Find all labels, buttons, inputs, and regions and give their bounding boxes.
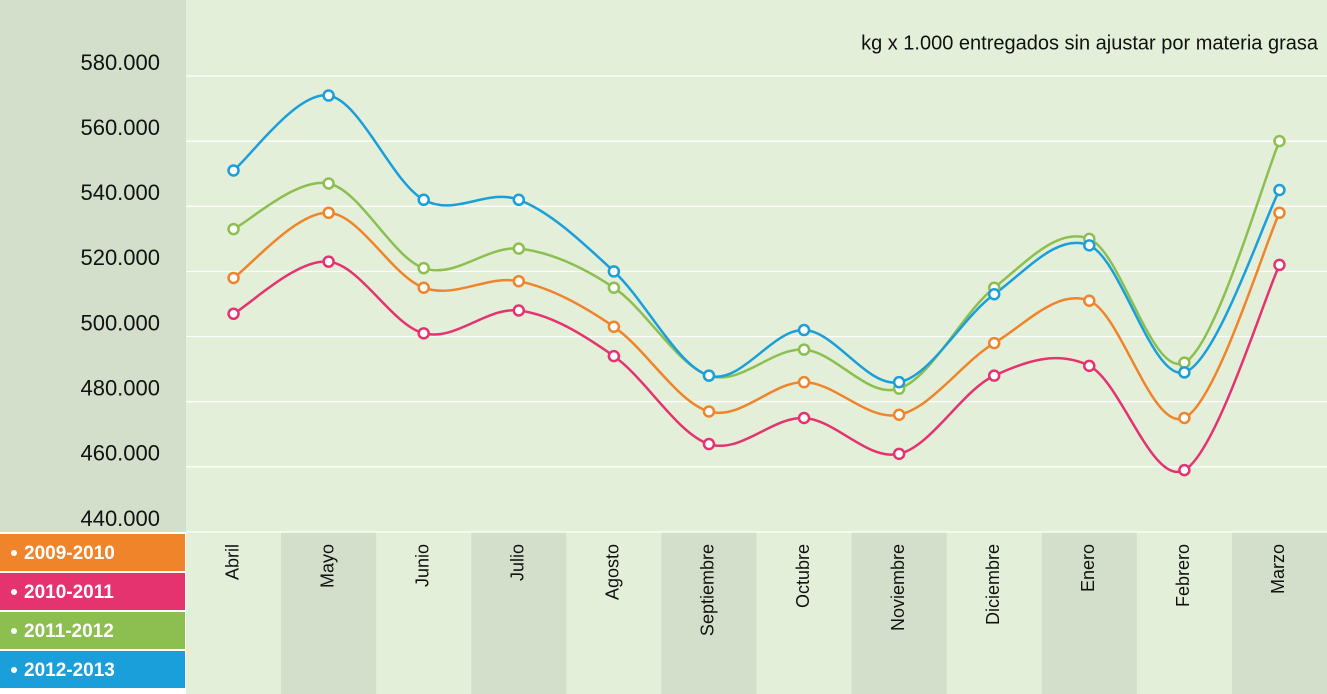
data-point bbox=[892, 408, 906, 421]
data-point bbox=[702, 405, 716, 418]
chart-title: kg x 1.000 entregados sin ajustar por ma… bbox=[861, 32, 1319, 54]
data-point bbox=[512, 304, 526, 317]
data-point bbox=[607, 349, 621, 363]
data-point bbox=[1083, 239, 1096, 252]
y-tick-label: 440.000 bbox=[80, 506, 160, 531]
data-point bbox=[797, 375, 811, 389]
x-tick-label: Diciembre bbox=[983, 544, 1003, 625]
legend-swatch bbox=[0, 534, 185, 571]
legend-swatch bbox=[0, 651, 185, 688]
y-tick-label: 560.000 bbox=[80, 115, 160, 140]
legend-bullet bbox=[11, 589, 17, 595]
x-tick-label: Junio bbox=[412, 544, 432, 587]
x-tick-label: Mayo bbox=[317, 544, 337, 588]
data-point bbox=[227, 222, 240, 236]
data-point bbox=[987, 287, 1001, 301]
x-tick-label: Julio bbox=[508, 544, 528, 581]
data-point bbox=[607, 281, 621, 294]
x-tick-label: Marzo bbox=[1268, 544, 1288, 594]
legend-label: 2009-2010 bbox=[24, 543, 115, 564]
legend-label: 2012-2013 bbox=[24, 660, 115, 681]
data-point bbox=[797, 323, 811, 337]
data-point bbox=[512, 274, 526, 288]
data-point bbox=[512, 242, 526, 255]
data-point bbox=[417, 261, 430, 275]
data-point bbox=[607, 320, 621, 334]
data-point bbox=[797, 343, 811, 356]
y-tick-label: 580.000 bbox=[80, 50, 160, 75]
data-point bbox=[512, 193, 526, 207]
x-tick-label: Abril bbox=[222, 544, 242, 580]
y-tick-label: 540.000 bbox=[80, 180, 160, 205]
axis-panel bbox=[0, 0, 186, 532]
data-point bbox=[1178, 463, 1191, 477]
x-tick-label: Noviembre bbox=[888, 544, 908, 631]
y-tick-label: 460.000 bbox=[80, 441, 160, 466]
data-point bbox=[227, 164, 240, 177]
data-point bbox=[417, 281, 430, 294]
data-point bbox=[1178, 356, 1191, 369]
data-point bbox=[322, 89, 335, 102]
data-point bbox=[322, 255, 335, 268]
data-point bbox=[1083, 359, 1096, 373]
data-point bbox=[702, 437, 716, 451]
data-point bbox=[1273, 206, 1286, 220]
category-band bbox=[1041, 532, 1137, 694]
category-band bbox=[1231, 532, 1327, 694]
data-point bbox=[797, 411, 811, 425]
y-tick-label: 480.000 bbox=[80, 376, 160, 401]
data-point bbox=[1083, 294, 1096, 307]
data-point bbox=[227, 307, 240, 321]
legend-bullet bbox=[11, 667, 17, 673]
legend-swatch bbox=[0, 573, 185, 610]
x-tick-label: Octubre bbox=[793, 544, 813, 608]
legend-bullet bbox=[11, 550, 17, 556]
data-point bbox=[1178, 411, 1191, 425]
x-tick-label: Agosto bbox=[603, 544, 623, 600]
data-point bbox=[1273, 134, 1286, 148]
data-point bbox=[1178, 366, 1191, 379]
legend-label: 2011-2012 bbox=[24, 621, 114, 642]
series-line bbox=[232, 94, 1281, 384]
y-tick-label: 500.000 bbox=[80, 310, 160, 335]
data-point bbox=[892, 447, 906, 461]
data-point bbox=[1273, 183, 1286, 197]
data-point bbox=[322, 206, 335, 220]
legend-swatch bbox=[0, 612, 185, 649]
data-point bbox=[1273, 258, 1286, 272]
category-band bbox=[851, 532, 947, 694]
data-point bbox=[417, 193, 430, 207]
legend-bullet bbox=[11, 628, 17, 634]
category-band bbox=[281, 532, 377, 694]
legend-label: 2010-2011 bbox=[24, 582, 114, 603]
data-point bbox=[227, 271, 240, 285]
data-point bbox=[322, 177, 335, 190]
x-tick-label: Febrero bbox=[1173, 544, 1193, 607]
data-point bbox=[892, 375, 906, 389]
category-band bbox=[661, 532, 757, 694]
data-point bbox=[702, 369, 716, 382]
data-point bbox=[607, 265, 621, 278]
data-point bbox=[987, 336, 1001, 350]
x-tick-label: Septiembre bbox=[698, 544, 718, 636]
x-tick-label: Enero bbox=[1078, 544, 1098, 592]
data-point bbox=[987, 369, 1001, 382]
category-band bbox=[471, 532, 567, 694]
data-point bbox=[417, 327, 430, 340]
y-tick-label: 520.000 bbox=[80, 245, 160, 270]
series-line bbox=[232, 211, 1281, 421]
